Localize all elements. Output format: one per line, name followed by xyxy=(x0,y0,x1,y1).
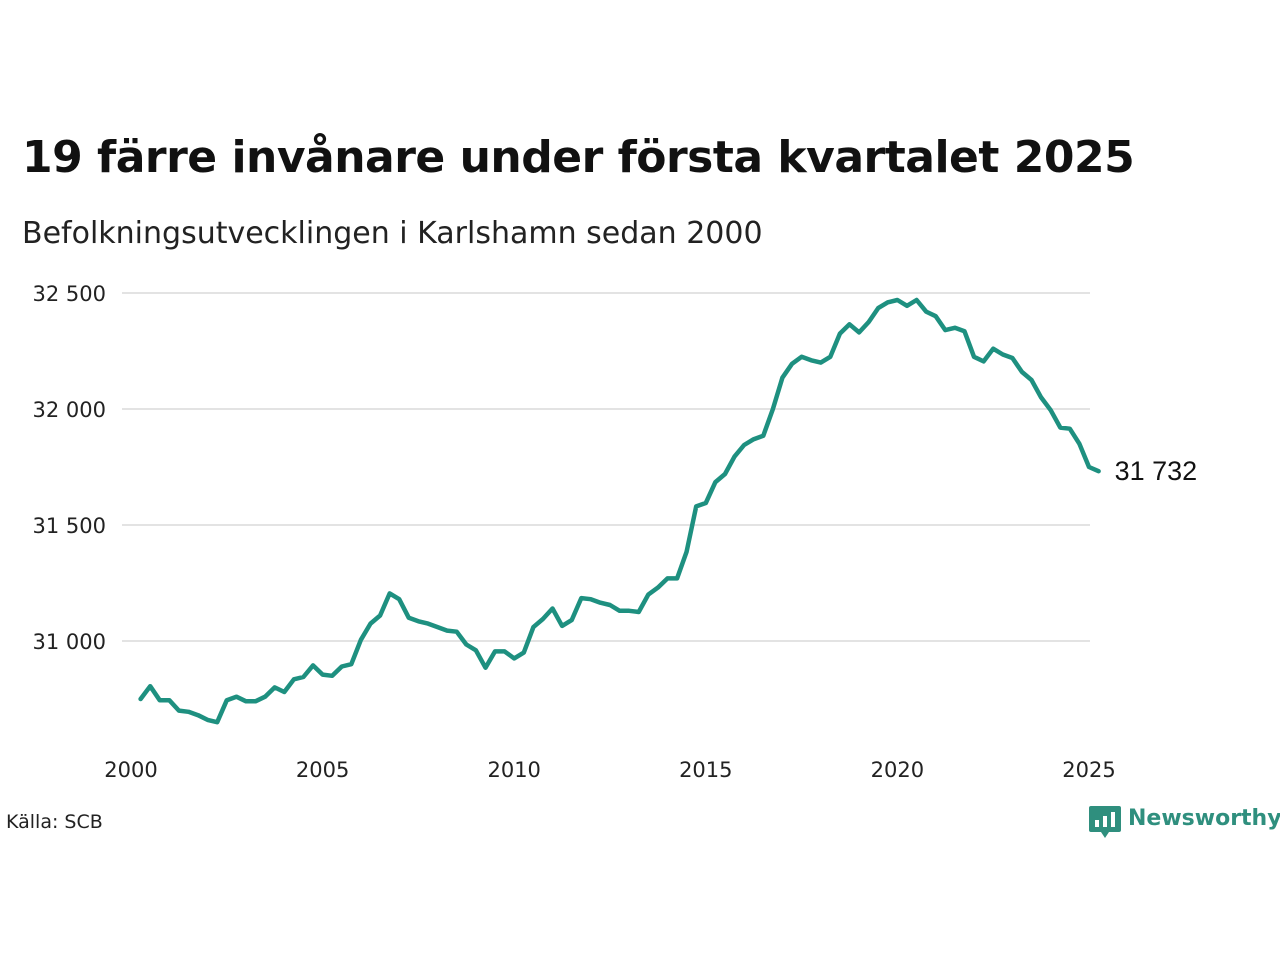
y-tick-label: 31 000 xyxy=(33,630,106,654)
y-tick-label: 32 500 xyxy=(33,282,106,306)
newsworthy-logo[interactable]: Newsworthy xyxy=(1086,802,1280,842)
chart-title: 19 färre invånare under första kvartalet… xyxy=(22,132,1135,183)
y-axis-ticks: 31 000 31 500 32 000 32 500 xyxy=(33,282,106,654)
series-layer xyxy=(138,297,1101,725)
source-credit: Källa: SCB xyxy=(6,811,103,833)
x-tick-label: 2015 xyxy=(679,758,732,782)
brand-name: Newsworthy xyxy=(1128,806,1280,831)
x-tick-label: 2005 xyxy=(296,758,349,782)
y-tick-label: 32 000 xyxy=(33,398,106,422)
newsworthy-chart-icon xyxy=(1089,806,1121,838)
gridlines xyxy=(122,292,1090,642)
chart-subtitle: Befolkningsutvecklingen i Karlshamn seda… xyxy=(22,216,763,251)
x-tick-label: 2025 xyxy=(1062,758,1115,782)
series-line-0 xyxy=(138,297,1101,725)
x-tick-label: 2020 xyxy=(871,758,924,782)
x-axis-ticks: 2000 2005 2010 2015 2020 2025 xyxy=(104,758,1115,782)
x-tick-label: 2010 xyxy=(487,758,540,782)
end-value-label: 31 732 xyxy=(1115,456,1198,486)
y-tick-label: 31 500 xyxy=(33,514,106,538)
x-tick-label: 2000 xyxy=(104,758,157,782)
